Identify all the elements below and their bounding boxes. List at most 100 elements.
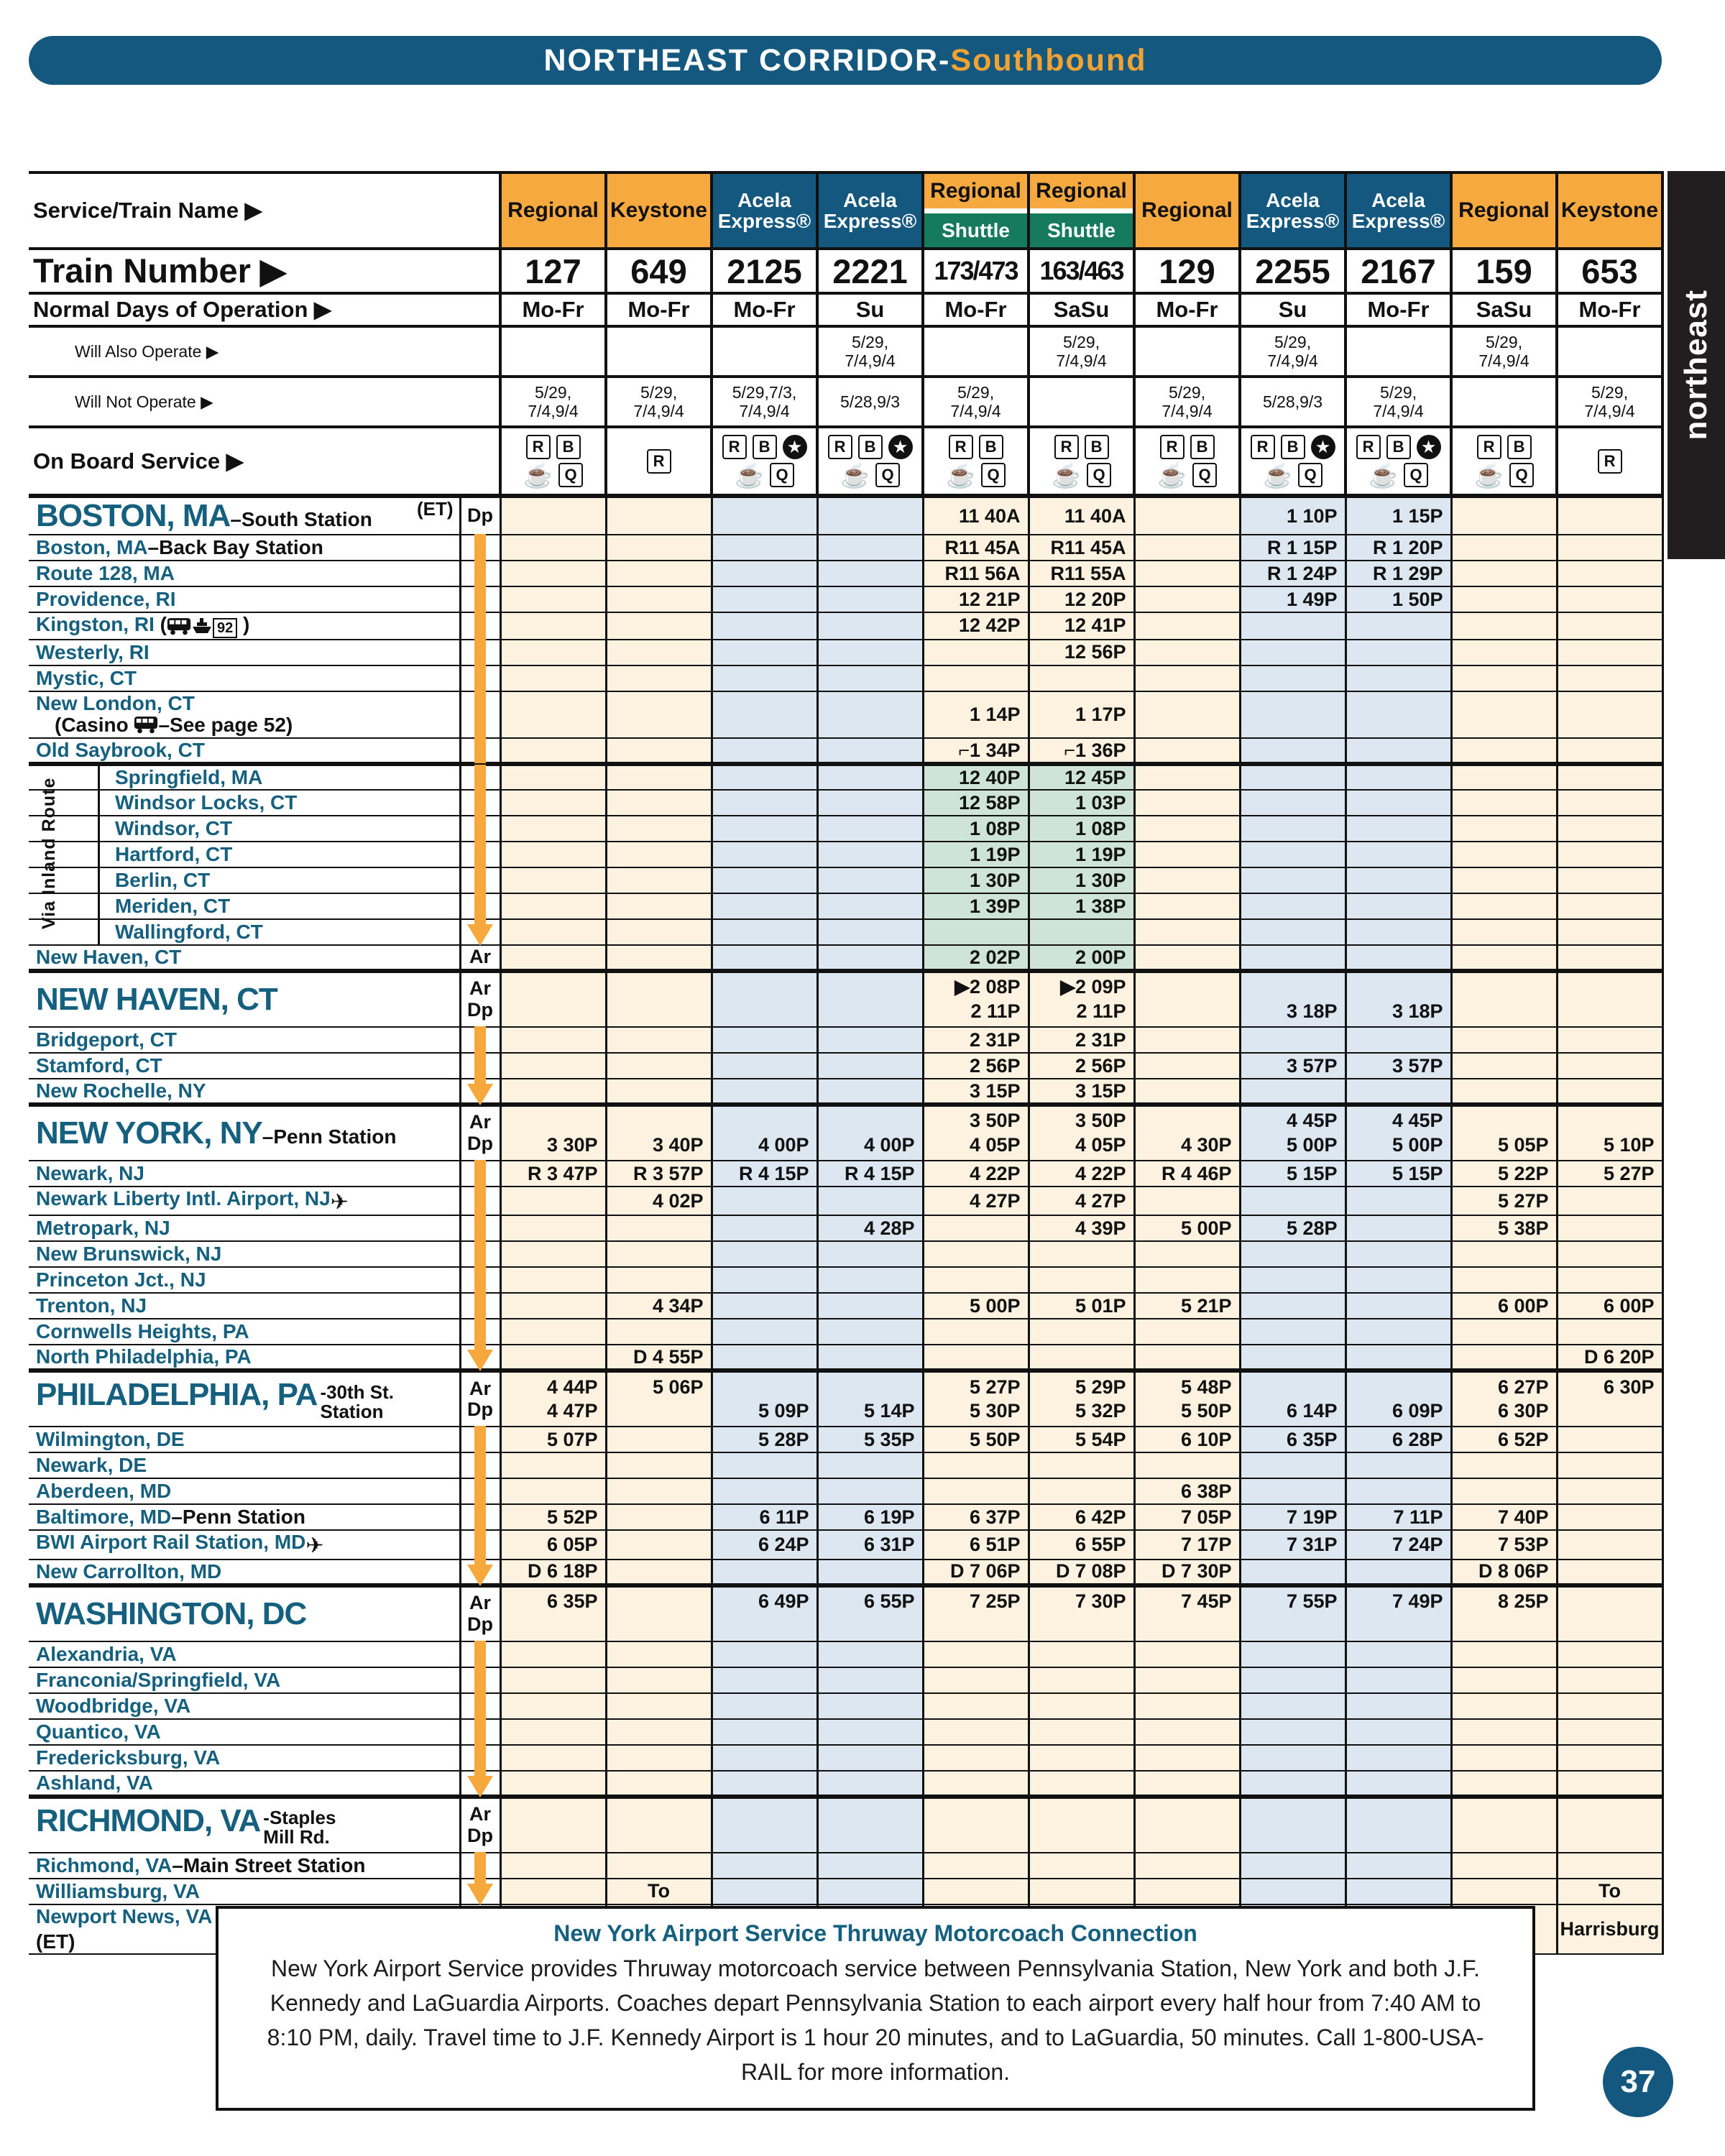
time-cell: R 1 29P bbox=[1344, 561, 1452, 587]
station-row: Westerly, RI 12 56P bbox=[29, 638, 1664, 666]
time-cell: 5 50P bbox=[921, 1427, 1029, 1454]
time-cell bbox=[816, 1667, 924, 1694]
service-name-label: Acela Express® bbox=[1347, 174, 1450, 247]
route-arrow-shaft bbox=[474, 1666, 486, 1694]
station-label-cell: Wallingford, CT bbox=[29, 918, 460, 946]
station-row: Cornwells Heights, PA bbox=[29, 1318, 1664, 1346]
time-cell bbox=[921, 1215, 1029, 1243]
time-cell bbox=[1555, 816, 1664, 843]
service-name-label: Keystone bbox=[607, 174, 711, 247]
time-arrive: 6 49P bbox=[758, 1590, 809, 1613]
time-arrive bbox=[1136, 1802, 1232, 1825]
station-name: Springfield, MA bbox=[115, 766, 263, 789]
station-row: Windsor, CT 1 08P 1 08P bbox=[29, 814, 1664, 843]
train-column-header: Keystone bbox=[1555, 171, 1665, 250]
onboard-line1: R bbox=[646, 448, 671, 474]
time-cell bbox=[1238, 738, 1346, 765]
time-cell bbox=[1133, 1878, 1241, 1905]
ardp-gutter-cell bbox=[459, 1640, 501, 1668]
time-cell bbox=[1133, 1692, 1241, 1720]
time-cell: 5 52P bbox=[499, 1504, 607, 1531]
days-of-operation: Mo-Fr bbox=[499, 292, 608, 328]
station-name: Old Saybrook, CT bbox=[36, 739, 205, 762]
time-cell bbox=[710, 816, 818, 843]
time-cell bbox=[604, 1079, 712, 1106]
station-name: New Haven, CT bbox=[36, 946, 182, 969]
train-column-header: R B ☕ Q bbox=[1027, 425, 1136, 498]
time-cell: D 6 18P bbox=[499, 1559, 607, 1586]
will-also-operate-value bbox=[1555, 325, 1665, 378]
station-row: Providence, RI 12 21P 12 20P 1 49P 1 50P bbox=[29, 586, 1664, 613]
service-box-wrap: Regional bbox=[1453, 174, 1556, 247]
time-cell: To bbox=[1555, 1878, 1664, 1905]
onboard-icons: R bbox=[1558, 428, 1661, 494]
time-arrive bbox=[819, 1802, 915, 1825]
route-arrow-shaft bbox=[474, 1877, 486, 1884]
time-cell: 7 45P bbox=[1133, 1583, 1241, 1642]
route-arrow-shaft bbox=[474, 1529, 486, 1560]
station-label-cell: Berlin, CT bbox=[29, 866, 460, 895]
time-cell bbox=[1344, 1079, 1452, 1106]
time-cell bbox=[1450, 867, 1558, 895]
quiet-car-icon: Q bbox=[1298, 463, 1323, 487]
time-cell: 1 15P bbox=[1344, 494, 1452, 535]
service-name-label: Regional bbox=[1136, 174, 1239, 247]
time-cell bbox=[1450, 1878, 1558, 1905]
time-cell bbox=[1450, 790, 1558, 817]
ardp-gutter-cell bbox=[459, 1026, 501, 1054]
station-name: Windsor, CT bbox=[115, 817, 233, 840]
time-cell: R 4 15P bbox=[816, 1161, 924, 1188]
time-cell bbox=[921, 639, 1029, 666]
time-depart bbox=[819, 1000, 915, 1023]
time-cell bbox=[1555, 586, 1664, 613]
time-cell: 6 10P bbox=[1133, 1427, 1241, 1454]
time-cell: 5 27P bbox=[1555, 1161, 1664, 1188]
time-cell: 7 17P bbox=[1133, 1530, 1241, 1560]
time-cell bbox=[1555, 612, 1664, 640]
station-name: Princeton Jct., NJ bbox=[36, 1268, 206, 1291]
train-column-header: Acela Express® bbox=[710, 171, 819, 250]
time-cell bbox=[816, 1267, 924, 1294]
section-tab-northeast: northeast bbox=[1668, 171, 1725, 559]
route-arrow-shaft bbox=[474, 1292, 486, 1320]
time-cell bbox=[604, 842, 712, 869]
quiet-car-icon: Q bbox=[1404, 463, 1429, 487]
time-cell: 11 40A bbox=[921, 494, 1029, 535]
time-cell bbox=[1027, 1878, 1135, 1905]
ardp-gutter-cell: Ar Dp bbox=[459, 1794, 501, 1853]
quiet-car-icon: Q bbox=[558, 463, 584, 487]
train-column-header: Acela Express® bbox=[816, 171, 925, 250]
time-cell: 1 39P bbox=[921, 893, 1029, 921]
service-shuttle-label: Shuttle bbox=[1030, 213, 1133, 247]
cafe-icon: ☕ bbox=[1051, 461, 1082, 489]
will-not-operate-value: 5/29,7/3, 7/4,9/4 bbox=[710, 375, 819, 428]
time-cell: 5 35P bbox=[816, 1427, 924, 1454]
will-also-operate-value bbox=[710, 325, 819, 378]
station-row: Trenton, NJ 4 34P 5 00P 5 01P 5 21P 6 00P 6 00… bbox=[29, 1292, 1664, 1320]
station-label-cell: Bridgeport, CT bbox=[29, 1027, 460, 1054]
cafe-icon: ☕ bbox=[840, 461, 870, 489]
route-arrow-shaft bbox=[474, 560, 486, 587]
time-cell bbox=[710, 1452, 818, 1480]
time-depart bbox=[1241, 1825, 1338, 1849]
premium-star-icon: ★ bbox=[888, 435, 913, 459]
time-cell bbox=[710, 691, 818, 740]
time-cell: R 1 24P bbox=[1238, 561, 1346, 587]
time-cell bbox=[1450, 1718, 1558, 1746]
station-label-cell: Stamford, CT bbox=[29, 1053, 460, 1080]
route-arrow-shaft bbox=[474, 638, 486, 666]
time-cell: 3 18P bbox=[1238, 969, 1346, 1028]
time-cell bbox=[1450, 816, 1558, 843]
time-cell bbox=[921, 1319, 1029, 1346]
time-cell bbox=[604, 1770, 712, 1797]
time-cell bbox=[1133, 1187, 1241, 1217]
time-cell bbox=[1133, 691, 1241, 740]
route-arrow-shaft bbox=[474, 893, 486, 921]
service-regional-label: Regional bbox=[924, 174, 1028, 208]
time-cell bbox=[816, 893, 924, 921]
onboard-icons: R B ★ ☕ Q bbox=[713, 428, 816, 494]
header-row: Normal Days of Operation ▶ Mo-Fr Mo-Fr Mo-F… bbox=[29, 292, 1665, 328]
time-cell bbox=[1555, 1794, 1664, 1853]
reservation-icon: R bbox=[1476, 435, 1501, 459]
